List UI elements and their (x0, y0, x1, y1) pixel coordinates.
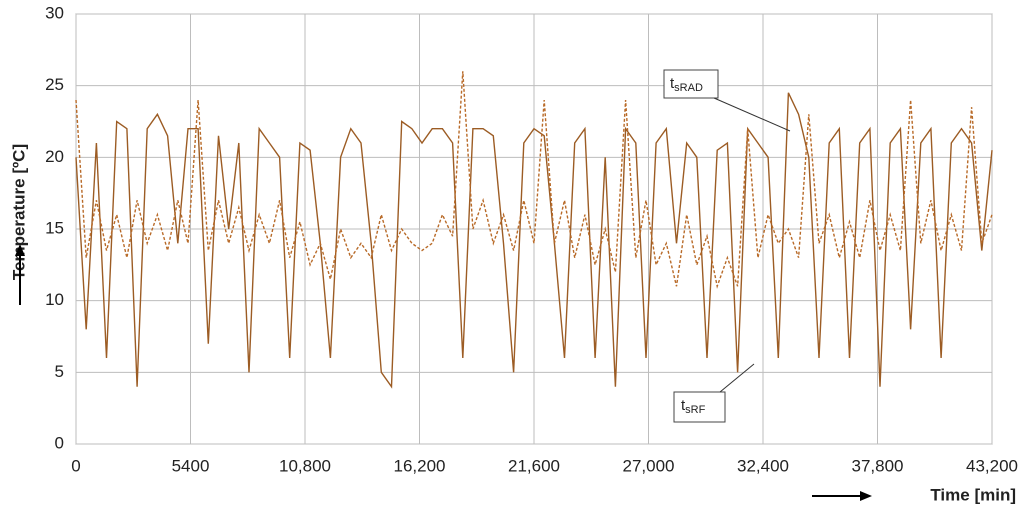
x-tick-label: 27,000 (623, 456, 675, 475)
x-axis-arrowhead (860, 491, 872, 501)
y-tick-label: 15 (45, 218, 64, 237)
x-tick-label: 10,800 (279, 456, 331, 475)
annotation-arrow (713, 97, 791, 132)
x-tick-label: 21,600 (508, 456, 560, 475)
annotation-box (663, 69, 719, 99)
x-axis-label: Time [min] (930, 485, 1016, 504)
x-tick-label: 5400 (172, 456, 210, 475)
series-annotation: tsRAD (670, 75, 703, 94)
x-tick-label: 0 (71, 456, 80, 475)
series-line (75, 92, 993, 389)
x-tick-label: 37,800 (852, 456, 904, 475)
y-axis-arrowhead (15, 244, 25, 256)
x-tick-label: 32,400 (737, 456, 789, 475)
annotation-box (673, 391, 726, 423)
x-tick-label: 43,200 (966, 456, 1018, 475)
series-annotation: tsRF (681, 397, 706, 416)
annotation-arrow (719, 363, 755, 393)
y-tick-label: 10 (45, 290, 64, 309)
y-tick-label: 25 (45, 75, 64, 94)
y-tick-label: 20 (45, 147, 64, 166)
x-tick-label: 16,200 (394, 456, 446, 475)
y-tick-label: 30 (45, 3, 64, 22)
y-axis-label: Temperature [ºC] (9, 144, 28, 280)
y-tick-label: 5 (55, 362, 64, 381)
y-tick-label: 0 (55, 433, 64, 452)
